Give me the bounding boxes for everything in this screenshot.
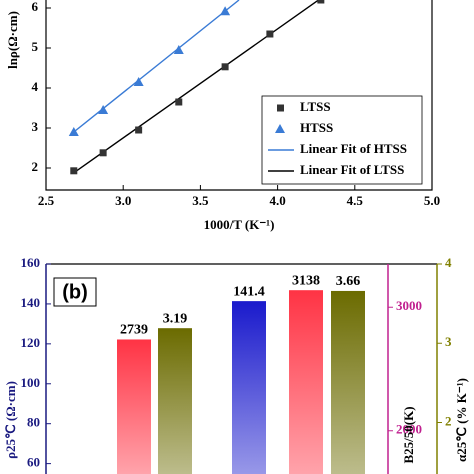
legend-marker xyxy=(277,104,284,112)
y-axis-title: lnρ(Ω·cm) xyxy=(5,11,20,69)
panel-label-box xyxy=(53,277,97,307)
y3-axis-title: α25℃ (% K⁻¹) xyxy=(454,378,469,462)
fit-line xyxy=(73,0,240,133)
value-label: 3.66 xyxy=(336,274,361,289)
point xyxy=(68,127,79,136)
point xyxy=(98,105,109,114)
y-tick-label: 4 xyxy=(32,79,39,94)
y2-tick-label: 3000 xyxy=(396,298,422,313)
point xyxy=(266,30,274,38)
x-tick-label: 3.5 xyxy=(192,193,209,208)
y3-tick-label: 3 xyxy=(445,334,452,349)
bar xyxy=(232,301,266,474)
legend-label: Linear Fit of LTSS xyxy=(300,162,404,177)
y-axis-title: ρ25℃ (Ω·cm) xyxy=(3,381,18,459)
y2-tick-label: 2000 xyxy=(396,422,422,437)
bar xyxy=(117,339,151,474)
y-tick-label: 80 xyxy=(27,415,40,430)
bar xyxy=(289,290,323,474)
legend-label: HTSS xyxy=(300,120,333,135)
value-label: 3.19 xyxy=(163,311,188,326)
y-tick-label: 160 xyxy=(21,255,41,270)
y-tick-label: 3 xyxy=(32,119,39,134)
point xyxy=(99,149,107,157)
point xyxy=(221,63,229,71)
x-axis-title: 1000/T (K⁻¹) xyxy=(204,217,275,232)
x-tick-label: 5.0 xyxy=(424,193,440,208)
y-tick-label: 140 xyxy=(21,295,41,310)
point xyxy=(220,6,231,16)
value-label: 2739 xyxy=(120,323,148,338)
y-tick-label: 6 xyxy=(32,0,39,14)
point xyxy=(135,126,143,134)
y3-tick-label: 2 xyxy=(445,413,452,428)
y-tick-label: 100 xyxy=(21,375,41,390)
value-label: 141.4 xyxy=(233,284,265,299)
legend-box xyxy=(261,95,423,185)
plot xyxy=(68,0,325,175)
y-tick-label: 2 xyxy=(32,159,39,174)
point xyxy=(317,0,325,4)
x-tick-label: 2.5 xyxy=(38,193,55,208)
point xyxy=(175,98,183,106)
bar xyxy=(158,328,192,474)
axis-frame xyxy=(45,0,433,191)
value-label: 3138 xyxy=(292,273,320,288)
x-tick-label: 3.0 xyxy=(115,193,131,208)
fit-line xyxy=(73,0,320,174)
x-tick-label: 4.5 xyxy=(347,193,364,208)
y2-axis-title: B25/50(K) xyxy=(401,406,416,463)
legend-label: LTSS xyxy=(300,99,331,114)
y3-tick-label: 4 xyxy=(445,255,452,270)
legend-marker xyxy=(275,124,285,133)
y-tick-label: 5 xyxy=(32,39,39,54)
point xyxy=(133,77,144,86)
y-tick-label: 60 xyxy=(27,455,40,470)
point xyxy=(70,167,78,175)
legend-label: Linear Fit of HTSS xyxy=(300,141,407,156)
x-tick-label: 4.0 xyxy=(269,193,285,208)
panel-label: (b) xyxy=(62,281,88,303)
point xyxy=(173,45,184,54)
bar xyxy=(331,290,365,474)
y-tick-label: 120 xyxy=(21,335,41,350)
